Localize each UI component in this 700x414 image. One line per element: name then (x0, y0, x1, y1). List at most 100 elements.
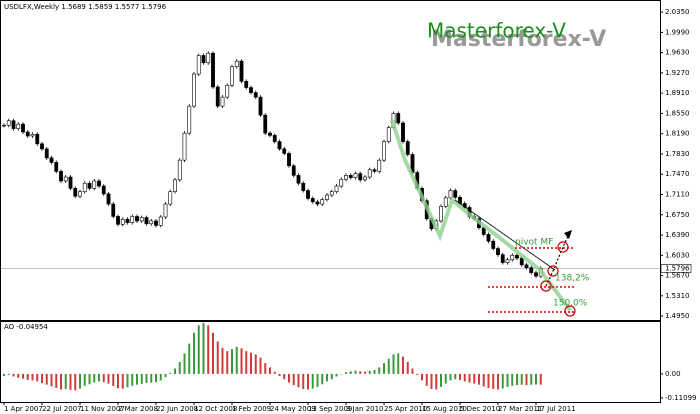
candle-body (111, 203, 116, 217)
candle-body (149, 220, 154, 225)
ao-bar (254, 354, 257, 374)
candle-body (258, 96, 263, 116)
ao-bar (145, 373, 148, 383)
analysis-overlay: pivot MF 138,2% 150,0% (390, 119, 590, 317)
x-tick-label: 5 Dec 2010 (460, 405, 500, 413)
candle-body (130, 216, 135, 223)
y-tick-label: 1.8910 (665, 89, 690, 97)
x-tick-label: 25 Apr 2010 (384, 405, 427, 413)
candle-body (348, 175, 353, 178)
ao-bar (430, 373, 433, 390)
x-tick-label: 11 Nov 2007 (80, 405, 125, 413)
candle-body (234, 60, 239, 68)
ao-bar (392, 354, 395, 374)
x-tick-label: 15 Aug 2010 (422, 405, 467, 413)
ao-bar (326, 373, 328, 382)
target-circle (564, 305, 576, 317)
ao-bar (402, 356, 404, 374)
candle-body (296, 175, 301, 184)
candle-body (353, 173, 358, 178)
candle-body (40, 143, 44, 150)
ao-bar (221, 347, 224, 374)
candle-body (87, 182, 92, 189)
ao-bar (26, 373, 29, 380)
ao-bar (383, 363, 385, 374)
candle-body (386, 127, 391, 142)
ao-bar (373, 370, 376, 374)
ao-bar (478, 373, 480, 385)
candle-body (325, 194, 329, 200)
ao-bar (98, 373, 100, 382)
candle-body (6, 120, 11, 126)
candle-body (196, 55, 201, 75)
last-price-label: 1.5796 (665, 264, 690, 272)
candle-body (101, 185, 106, 195)
candle-body (225, 84, 230, 98)
y-tick-label: 1.9630 (665, 49, 690, 57)
candle-body (163, 203, 168, 218)
ao-bar (330, 373, 333, 380)
ao-bar (497, 373, 499, 390)
ao-bar (501, 373, 504, 389)
ao-bar (131, 373, 134, 386)
candle-body (116, 216, 120, 225)
ao-bar (511, 373, 514, 386)
ao-bar (231, 349, 233, 374)
ao-bar (50, 373, 53, 387)
ao-bar (245, 351, 248, 374)
ao-y-tick-label: -0.11099 (665, 394, 696, 402)
ao-bar (506, 373, 509, 387)
candle-body (78, 191, 82, 197)
ao-bar (425, 373, 428, 386)
candle-body (329, 191, 334, 196)
candle-body (510, 254, 515, 261)
x-tick-label: 22 Jul 2007 (42, 405, 82, 413)
candle-body (16, 123, 21, 129)
ao-bar (88, 373, 91, 385)
annotation: pivot MF (515, 238, 553, 248)
candle-body (168, 191, 173, 205)
ao-bar (292, 373, 295, 386)
ao-bar (117, 373, 119, 389)
candle-body (30, 133, 35, 137)
candle-body (291, 165, 296, 176)
candle-body (515, 254, 519, 259)
candle-body (401, 122, 405, 142)
ao-bar (136, 373, 138, 385)
candle-body (68, 176, 73, 189)
ao-bar (31, 373, 34, 381)
candle-body (310, 198, 315, 203)
ao-bar (107, 373, 110, 384)
ao-bar (79, 373, 81, 389)
ao-bar (93, 373, 96, 383)
candle-body (339, 178, 344, 187)
y-tick-label: 1.7110 (665, 190, 690, 198)
ao-bar (411, 368, 414, 374)
candle-body (192, 73, 196, 107)
candle-body (125, 218, 130, 223)
candle-body (49, 157, 54, 163)
ao-y-tick-label: 0.00 (665, 370, 681, 378)
ao-bar (69, 373, 72, 390)
candle-body (439, 206, 443, 222)
x-tick-label: 27 Mar 2011 (498, 405, 542, 413)
ao-bar (188, 343, 191, 374)
candle-body (154, 220, 158, 226)
ao-bar (60, 373, 62, 390)
y-tick-label: 1.7470 (665, 170, 690, 178)
candle-body (211, 52, 215, 88)
candle-body (158, 216, 163, 226)
y-tick-label: 1.7830 (665, 150, 690, 158)
ao-bar (216, 341, 219, 374)
ao-bar (64, 373, 67, 390)
ao-bar (539, 373, 542, 385)
ao-bar (321, 373, 324, 385)
ao-bar (340, 373, 343, 375)
last-price-box (660, 264, 692, 273)
candle-body (120, 218, 125, 225)
ao-bar (212, 332, 214, 374)
candle-body (177, 159, 182, 181)
ao-bar (155, 373, 157, 383)
candle-body (187, 105, 192, 134)
ao-bar (83, 373, 86, 386)
